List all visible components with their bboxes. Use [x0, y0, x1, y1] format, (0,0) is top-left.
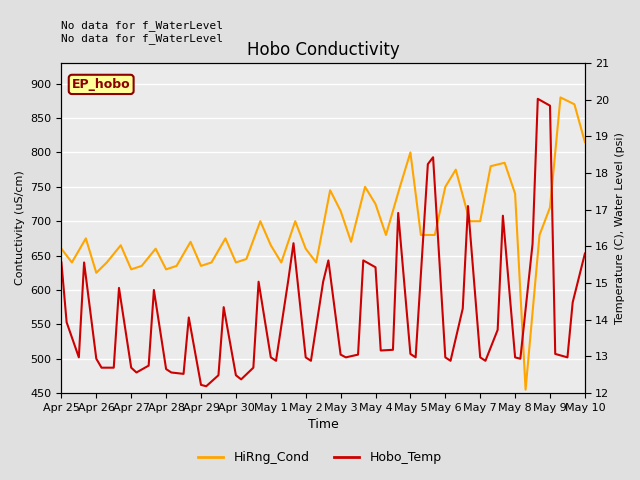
Text: No data for f_WaterLevel
No data for f_WaterLevel: No data for f_WaterLevel No data for f_W…: [61, 20, 223, 44]
Legend: HiRng_Cond, Hobo_Temp: HiRng_Cond, Hobo_Temp: [193, 446, 447, 469]
Y-axis label: Temperature (C), Water Level (psi): Temperature (C), Water Level (psi): [615, 132, 625, 324]
X-axis label: Time: Time: [308, 419, 339, 432]
Title: Hobo Conductivity: Hobo Conductivity: [247, 41, 399, 59]
Text: EP_hobo: EP_hobo: [72, 78, 131, 91]
Y-axis label: Contuctivity (uS/cm): Contuctivity (uS/cm): [15, 171, 25, 286]
